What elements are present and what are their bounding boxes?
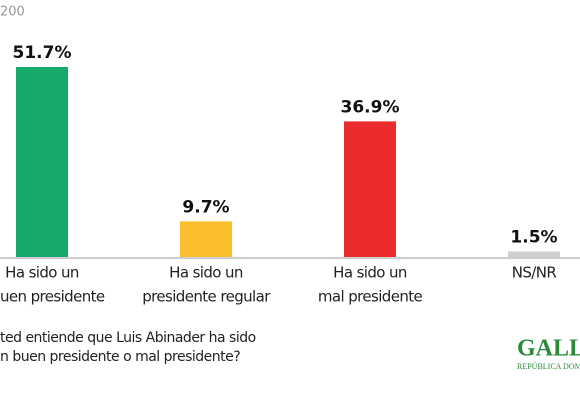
category-label: NS/NR: [512, 264, 557, 282]
logo: GALL: [517, 336, 580, 362]
value-label: 36.9%: [341, 97, 400, 117]
category-label: mal presidente: [318, 288, 423, 306]
question-line: n buen presidente o mal presidente?: [0, 349, 240, 365]
bar: [508, 251, 560, 257]
bar: [344, 121, 396, 257]
value-label: 9.7%: [182, 197, 229, 217]
logo-subtitle: REPÚBLICA DOMI: [517, 361, 580, 371]
sample-note: 200: [0, 5, 25, 20]
category-label: presidente regular: [142, 288, 271, 306]
value-label: 1.5%: [510, 227, 557, 247]
category-label: uen presidente: [0, 288, 105, 306]
question-line: ted entiende que Luis Abinader ha sido: [0, 330, 256, 346]
category-label: Ha sido un: [333, 264, 407, 282]
value-label: 51.7%: [13, 43, 72, 63]
category-label: Ha sido un: [5, 264, 79, 282]
bar: [16, 67, 68, 257]
bar: [180, 221, 232, 257]
category-label: Ha sido un: [169, 264, 243, 282]
